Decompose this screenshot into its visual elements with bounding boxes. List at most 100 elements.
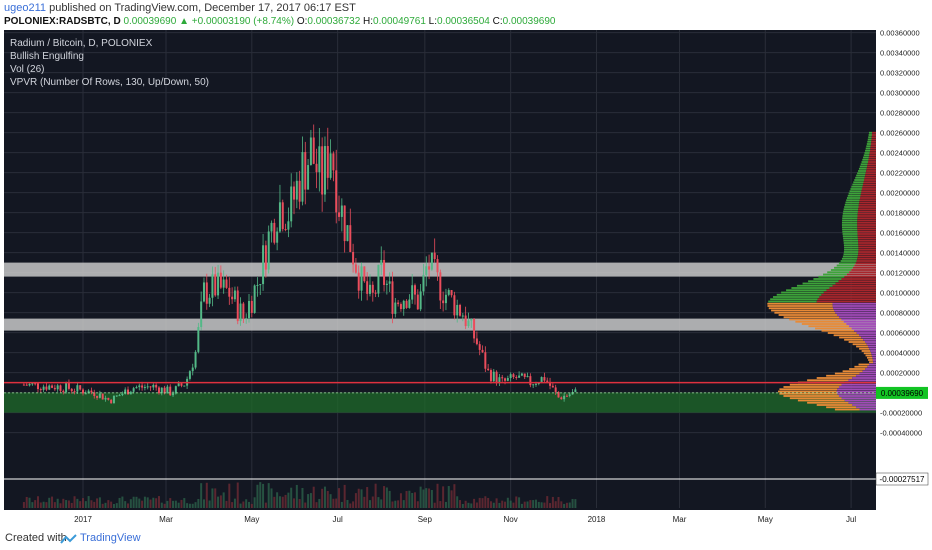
- author-link[interactable]: ugeo211: [4, 2, 47, 14]
- candle-body: [470, 319, 473, 321]
- vp-row-up: [781, 291, 824, 294]
- volume-bar: [149, 499, 152, 508]
- volume-bar: [478, 497, 481, 508]
- candle-body: [371, 284, 374, 293]
- volume-bar: [245, 499, 248, 508]
- candle-body: [467, 320, 470, 327]
- vp-row-down: [848, 379, 876, 382]
- open-value: 0.00036732: [307, 16, 361, 27]
- candle-body: [59, 385, 62, 391]
- y-tick-label: 0.00160000: [880, 229, 920, 238]
- volume-bar: [515, 496, 518, 508]
- y-tick-label: 0.00220000: [880, 169, 920, 178]
- vp-row-down: [857, 219, 876, 222]
- volume-bar: [236, 482, 239, 508]
- volume-bar: [157, 496, 160, 508]
- volume-bar: [405, 491, 408, 508]
- volume-bar: [39, 502, 42, 508]
- vp-row-up: [866, 143, 871, 145]
- vp-row-up: [802, 282, 836, 285]
- volume-bar: [408, 490, 411, 508]
- tradingview-brand[interactable]: TradingView: [80, 532, 141, 544]
- candle-body: [450, 290, 453, 296]
- vp-row-up: [846, 197, 861, 199]
- vp-row-up: [843, 239, 859, 242]
- candle-body: [368, 284, 371, 294]
- vp-row-down: [849, 271, 876, 274]
- volume-bar: [228, 483, 231, 508]
- vp-row-up: [834, 408, 860, 411]
- vp-row-up: [789, 383, 842, 386]
- x-tick-label: Jul: [846, 515, 856, 524]
- vp-row-down: [858, 253, 876, 256]
- x-tick-label: Nov: [504, 515, 518, 524]
- volume-bar: [506, 497, 509, 508]
- candle-body: [264, 245, 267, 270]
- vp-row-up: [783, 395, 839, 397]
- vp-row-up: [855, 176, 865, 179]
- x-tick-label: May: [758, 515, 773, 524]
- vp-row-up: [813, 278, 842, 280]
- volume-bar: [428, 488, 431, 508]
- candle-body: [42, 386, 45, 390]
- candle-body: [166, 386, 169, 394]
- chart-legend: Radium / Bitcoin, D, POLONIEX Bullish En…: [10, 38, 209, 88]
- candle-body: [321, 146, 324, 195]
- svg-text:-0.00027517: -0.00027517: [880, 475, 925, 484]
- volume-bar: [321, 488, 324, 508]
- y-tick-label: 0.00140000: [880, 249, 920, 258]
- volume-bar: [495, 498, 498, 508]
- vp-row-down: [854, 264, 876, 267]
- volume-bar: [568, 502, 571, 508]
- volume-bar: [152, 497, 155, 508]
- vp-row-up: [843, 253, 859, 256]
- vp-row-up: [818, 275, 845, 278]
- vp-row-down: [816, 300, 876, 303]
- legend-volume: Vol (26): [10, 64, 44, 75]
- candle-body: [534, 383, 537, 385]
- vp-row-up: [842, 215, 858, 217]
- candle-body: [110, 399, 113, 404]
- candle-body: [540, 377, 543, 383]
- vp-row-down: [865, 368, 876, 370]
- vp-row-down: [868, 345, 876, 348]
- volume-bar: [248, 501, 250, 508]
- y-tick-label: -0.00020000: [880, 409, 922, 418]
- chart-canvas[interactable]: Radium / Bitcoin, D, POLONIEX Bullish En…: [0, 30, 932, 528]
- volume-bar: [456, 496, 459, 508]
- volume-bar: [380, 499, 383, 508]
- vp-row-up: [844, 206, 859, 208]
- price-axis[interactable]: [876, 30, 932, 528]
- last-price: 0.00039690: [123, 16, 177, 27]
- vp-row-up: [842, 212, 858, 215]
- y-tick-label: 0.00340000: [880, 49, 920, 58]
- volume-bar: [422, 489, 425, 508]
- vp-row-down: [865, 172, 876, 175]
- vp-row-down: [857, 237, 876, 240]
- vp-row-up: [866, 145, 871, 148]
- vp-row-up: [856, 345, 869, 348]
- candle-body: [495, 371, 498, 384]
- volume-bar: [129, 499, 132, 508]
- high-label: H:: [363, 16, 374, 27]
- candle-body: [200, 301, 203, 328]
- vp-row-up: [768, 307, 834, 310]
- candle-body: [335, 170, 338, 213]
- vp-row-up: [823, 273, 847, 276]
- volume-bar: [416, 501, 419, 508]
- volume-bar: [200, 483, 203, 508]
- vp-row-up: [807, 401, 849, 404]
- volume-bar: [141, 500, 144, 508]
- vp-row-down: [866, 167, 876, 170]
- price-chart[interactable]: Radium / Bitcoin, D, POLONIEX Bullish En…: [0, 30, 932, 528]
- vp-row-down: [869, 363, 876, 366]
- volume-bar: [177, 502, 180, 508]
- candle-body: [563, 395, 566, 400]
- volume-bar: [146, 497, 149, 508]
- vp-row-up: [767, 305, 833, 307]
- candle-body: [360, 266, 363, 291]
- candle-body: [98, 393, 101, 398]
- vp-row-up: [844, 338, 864, 341]
- candle-body: [160, 387, 163, 394]
- candle-body: [388, 281, 391, 284]
